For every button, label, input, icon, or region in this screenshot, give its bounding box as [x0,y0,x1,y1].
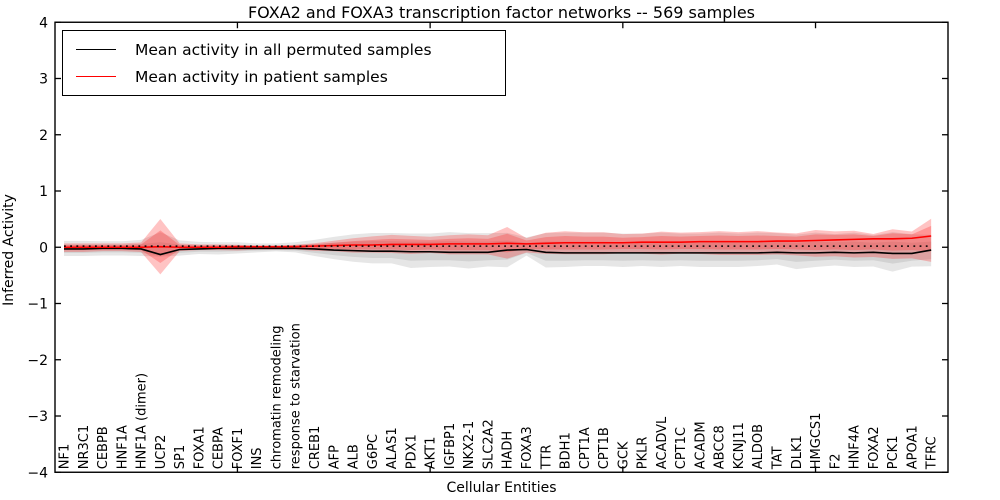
category-label-slc2a2: SLC2A2 [481,419,496,469]
y-tick-label: 3 [39,72,48,88]
category-label-foxa2: FOXA2 [867,426,882,469]
category-label-dlk1: DLK1 [790,435,805,469]
patient-line-swatch [76,76,116,77]
category-label-akt1: AKT1 [424,437,439,470]
category-label-acadm: ACADM [693,421,708,469]
y-tick-label: −3 [27,409,48,425]
category-label-g6pc: G6PC [366,434,381,469]
category-label-aldob: ALDOB [751,424,766,469]
legend-item-patient: Mean activity in patient samples [76,63,505,90]
category-label-pklr: PKLR [636,437,651,470]
category-label-abcc8: ABCC8 [713,425,728,469]
legend-item-permuted: Mean activity in all permuted samples [76,36,505,63]
category-label-sp1: SP1 [173,445,188,469]
y-tick-label: 2 [39,128,48,144]
category-label-cebpa: CEBPA [212,427,227,469]
category-label-pdx1: PDX1 [404,434,419,469]
y-tick-label: 4 [39,15,48,31]
legend-label-patient: Mean activity in patient samples [135,67,388,86]
y-tick-label: −2 [27,353,48,369]
category-label-cebpb: CEBPB [96,426,111,469]
category-label-creb1: CREB1 [308,426,323,470]
y-tick-label: 0 [39,240,48,256]
category-label-apoa1: APOA1 [905,425,920,469]
category-label-gck: GCK [616,441,631,469]
category-label-alas1: ALAS1 [385,427,400,469]
category-label-cpt1c: CPT1C [674,427,689,469]
y-axis-label: Inferred Activity [1,194,17,306]
series-line-mean-activity-in-patient-samples [64,235,932,249]
category-label-pck1: PCK1 [886,436,901,470]
category-label-bdh1: BDH1 [559,432,574,469]
y-tick-label: −4 [27,465,48,481]
category-label-hadh: HADH [501,431,516,469]
y-tick-label: −1 [27,297,48,313]
category-label-ucp2: UCP2 [154,435,169,470]
patient-samples-spread-inner [64,225,932,263]
y-tick-label: 1 [39,184,48,200]
category-label-hnf1a-dimer-: HNF1A (dimer) [135,373,150,469]
category-label-foxa3: FOXA3 [520,426,535,469]
category-label-foxf1: FOXF1 [231,428,246,470]
category-label-ttr: TTR [539,445,554,471]
category-label-hnf1a: HNF1A [115,425,130,469]
category-label-tfrc: TFRC [925,436,940,470]
category-label-acadvl: ACADVL [655,416,670,469]
category-label-nf1: NF1 [58,444,73,469]
category-label-tat: TAT [770,446,785,470]
category-label-chromatin-remodeling: chromatin remodeling [269,326,284,470]
category-label-response-to-starvation: response to starvation [289,323,304,469]
category-label-ins: INS [250,447,265,469]
category-label-afp: AFP [327,445,342,469]
x-axis-label: Cellular Entities [446,480,557,496]
chart-title: FOXA2 and FOXA3 transcription factor net… [247,3,756,22]
category-label-foxa1: FOXA1 [192,426,207,469]
category-label-igfbp1: IGFBP1 [443,423,458,469]
patient-samples-spread-outer [64,218,932,275]
legend-label-permuted: Mean activity in all permuted samples [135,40,432,59]
category-label-hnf4a: HNF4A [848,425,863,469]
category-label-hmgcs1: HMGCS1 [809,413,824,470]
legend: Mean activity in all permuted samples Me… [62,30,506,96]
category-label-cpt1b: CPT1B [597,427,612,469]
category-label-cpt1a: CPT1A [578,427,593,469]
category-label-alb: ALB [347,444,362,469]
permuted-line-swatch [76,49,116,50]
category-label-f2: F2 [828,454,843,470]
category-label-kcnj11: KCNJ11 [732,422,747,469]
category-label-nr3c1: NR3C1 [77,425,92,469]
series-line-mean-activity-in-all-permuted-samples [64,247,932,256]
category-label-nkx2-1: NKX2-1 [462,421,477,469]
